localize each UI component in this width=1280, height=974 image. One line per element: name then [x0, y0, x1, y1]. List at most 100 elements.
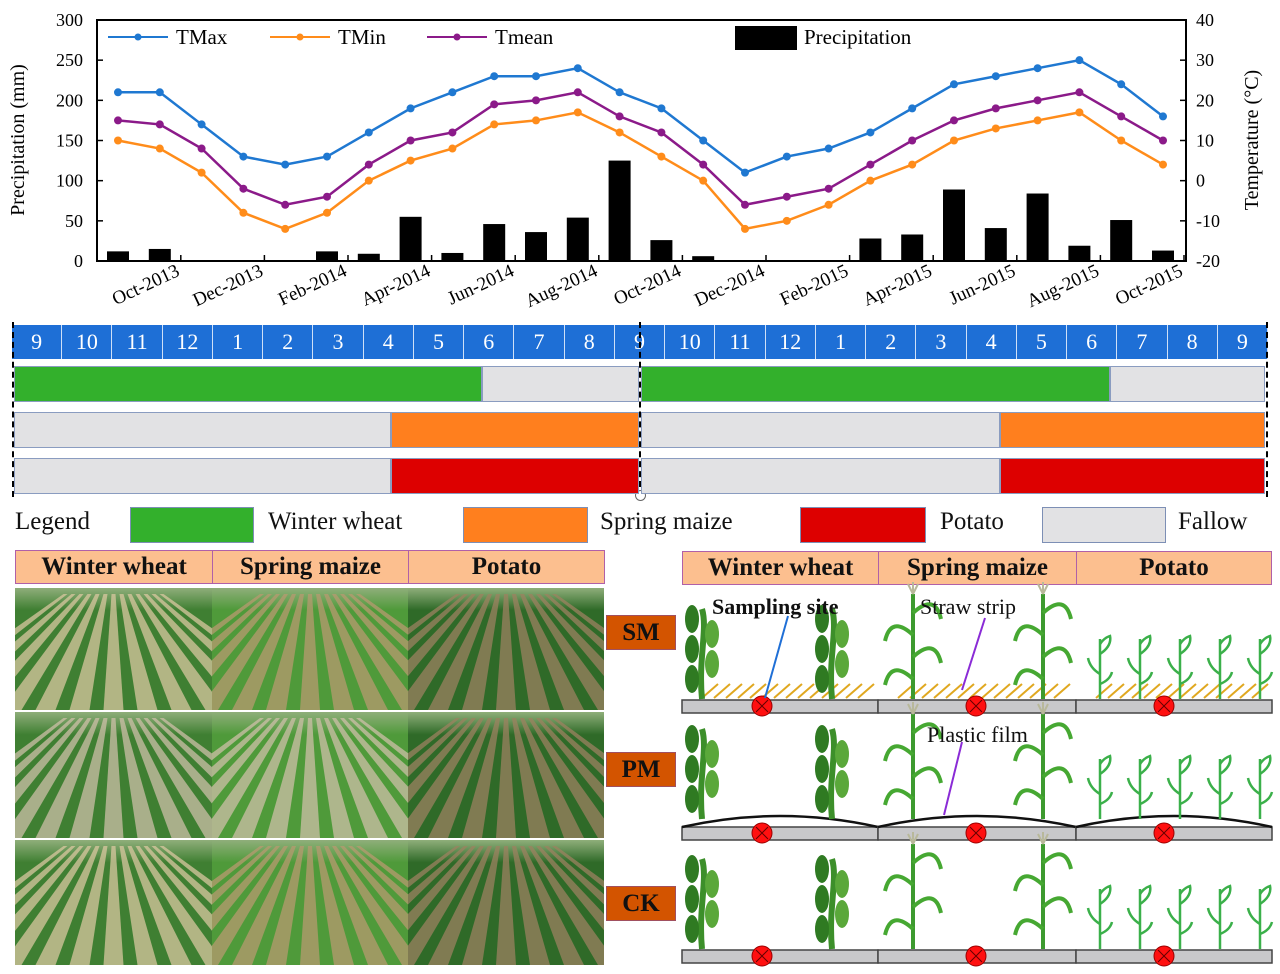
leaf — [705, 900, 719, 928]
straw-strip — [1179, 683, 1197, 699]
spring-maize-period — [1000, 412, 1265, 448]
leaf — [1086, 634, 1114, 686]
photo-header-winter-wheat: Winter wheat — [15, 550, 213, 584]
soil-row — [332, 718, 408, 838]
soil-ground — [681, 699, 879, 714]
series-point-tmean — [364, 160, 373, 169]
soil-row — [408, 846, 484, 965]
soil-row — [520, 846, 584, 965]
soil-row — [212, 718, 288, 838]
series-point-tmean — [406, 136, 415, 145]
straw-strip — [773, 683, 791, 699]
soil-row — [462, 718, 500, 838]
soil-row — [35, 594, 100, 710]
series-point-tmin — [114, 136, 122, 145]
straw-strip — [833, 683, 851, 699]
series-point-tmean — [573, 88, 582, 97]
series-point-tmean — [741, 200, 749, 209]
series-point-tmean — [323, 192, 331, 201]
soil-row — [552, 594, 604, 635]
straw-strip — [737, 683, 755, 699]
precip-bar — [859, 238, 882, 261]
annotation-plastic-film: Plastic film — [927, 722, 1028, 747]
soil-row — [324, 846, 388, 965]
wheat-plant-icon — [815, 605, 849, 700]
soil-row — [127, 594, 192, 710]
series-point-tmax — [1117, 80, 1126, 89]
straw-strip — [921, 683, 939, 699]
potato-plant-icon — [1126, 634, 1154, 699]
precip-bar — [1110, 220, 1133, 261]
series-point-tmean — [657, 128, 666, 137]
series-point-tmin — [991, 124, 1000, 133]
field-rows — [408, 594, 604, 710]
potato-plant-icon — [1206, 634, 1234, 699]
series-line-tmean — [117, 90, 1164, 207]
series-point-tmean — [1075, 88, 1084, 97]
maize-plant-icon — [1013, 702, 1073, 819]
month-cell: 5 — [1017, 325, 1068, 359]
straw-strip — [1143, 683, 1161, 699]
month-cell: 3 — [313, 325, 364, 359]
series-point-tmax — [155, 88, 164, 97]
legend-label-potato: Potato — [940, 508, 1004, 535]
soil-row — [35, 718, 100, 838]
field-photo — [212, 712, 408, 838]
fallow-period — [641, 458, 1000, 494]
soil-row — [15, 846, 92, 965]
series-point-tmax — [197, 120, 206, 129]
soil-ground — [681, 826, 879, 841]
series-point-tmin — [490, 120, 499, 129]
month-cell: 12 — [766, 325, 816, 359]
y-left-tick-label: 300 — [56, 10, 83, 30]
series-point-tmean — [824, 184, 833, 193]
y-left-tick-label: 0 — [74, 251, 83, 271]
legend-tmin-marker — [296, 33, 304, 41]
month-cell: 10 — [62, 325, 113, 359]
leaf — [685, 915, 699, 943]
straw-strip — [1095, 683, 1113, 699]
leaf — [835, 900, 849, 928]
series-point-tmean — [699, 160, 708, 169]
precip-bar — [943, 189, 965, 261]
precip-bar — [608, 160, 631, 261]
leaf — [815, 725, 829, 753]
precip-bar — [399, 216, 422, 261]
month-cell: 1 — [213, 325, 264, 359]
precip-bar — [650, 240, 673, 261]
stem — [828, 728, 837, 820]
soil-row — [316, 594, 354, 710]
potato-plant-icon — [1086, 754, 1114, 819]
series-point-tmean — [532, 96, 540, 105]
series-point-tmin — [532, 116, 540, 125]
y-left-tick-label: 150 — [56, 131, 83, 151]
leaf — [685, 665, 699, 693]
fallow-period — [482, 366, 639, 402]
straw-strip — [945, 683, 963, 699]
soil-ground — [681, 949, 879, 964]
leaf — [1246, 634, 1274, 686]
straw-strip — [1167, 683, 1185, 699]
soil-row — [428, 846, 492, 965]
month-cell: 8 — [1168, 325, 1218, 359]
leaf — [815, 885, 829, 913]
precip-bar — [692, 256, 715, 261]
month-cell: 11 — [112, 325, 163, 359]
winter-wheat-period — [641, 366, 1110, 402]
soil-row — [127, 718, 192, 838]
soil-row — [135, 594, 212, 710]
precip-bar — [984, 228, 1007, 261]
straw-strip — [969, 683, 987, 699]
fallow-period — [1110, 366, 1265, 402]
leaf — [685, 855, 699, 883]
leaf — [1166, 884, 1194, 936]
wheat-plant-icon — [685, 855, 719, 950]
leaf — [1246, 884, 1274, 936]
legend-tmean: Tmean — [495, 25, 554, 49]
series-point-tmean — [1159, 136, 1167, 145]
fallow-period — [641, 412, 1000, 448]
legend-tmean-marker — [453, 33, 461, 41]
series-point-tmax — [699, 136, 708, 145]
precip-bar — [357, 253, 380, 261]
series-point-tmin — [824, 200, 833, 209]
